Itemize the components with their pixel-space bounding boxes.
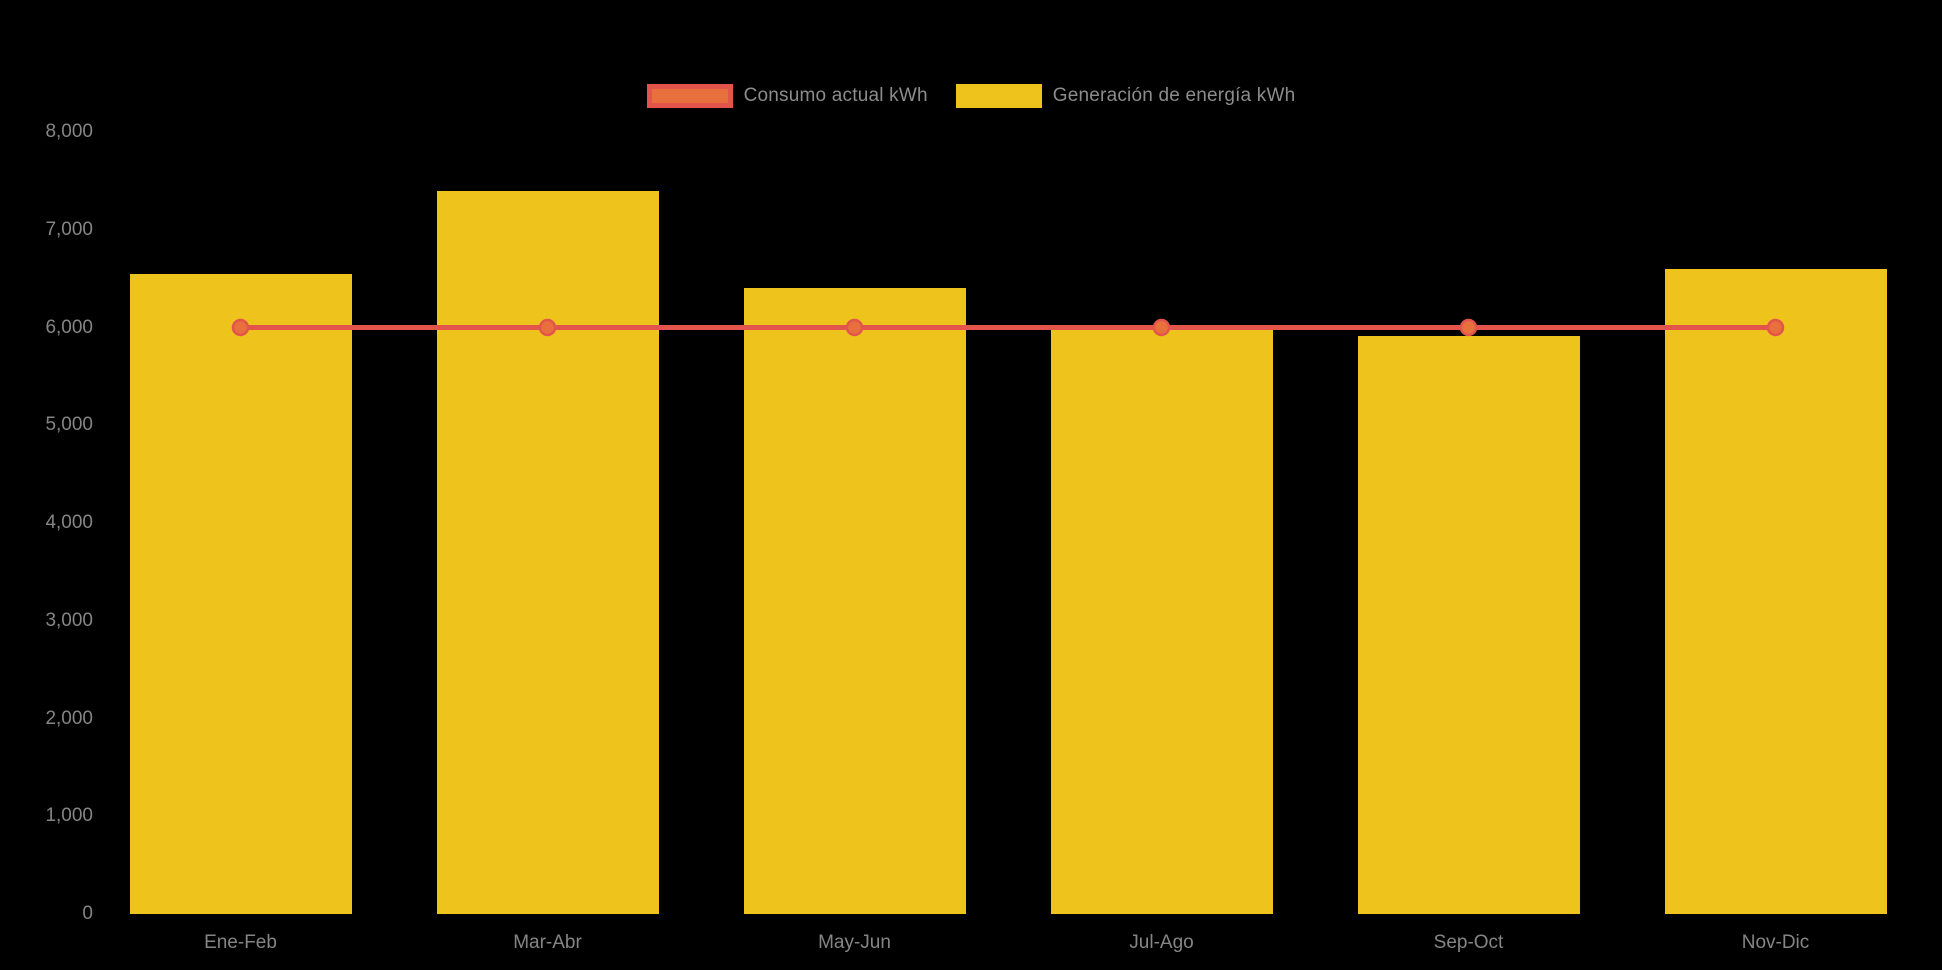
y-axis-tick-label: 1,000 [45, 805, 93, 827]
legend-label-generacion-energia: Generación de energía kWh [1052, 85, 1296, 106]
y-axis-tick-label: 7,000 [45, 218, 93, 240]
legend-label-consumo-actual: Consumo actual kWh [743, 85, 928, 106]
bar-Nov-Dic[interactable] [1664, 268, 1887, 914]
chart-legend: Consumo actual kWh Generación de energía… [0, 84, 1942, 108]
bar-May-Jun[interactable] [743, 288, 966, 914]
x-axis-label-Jul-Ago: Jul-Ago [1129, 932, 1194, 953]
bar-Ene-Feb[interactable] [129, 273, 352, 914]
line-marker-May-Jun[interactable] [845, 318, 864, 337]
x-axis-label-Ene-Feb: Ene-Feb [204, 932, 277, 953]
y-axis-tick-label: 4,000 [45, 512, 93, 533]
y-axis-tick-label: 0 [82, 903, 93, 924]
x-axis-label-Nov-Dic: Nov-Dic [1741, 932, 1810, 953]
y-axis-tick-label: 8,000 [45, 121, 93, 142]
line-marker-Mar-Abr[interactable] [538, 318, 557, 337]
line-series-legend-swatch [646, 84, 733, 108]
line-marker-Jul-Ago[interactable] [1152, 318, 1171, 337]
line-marker-Nov-Dic[interactable] [1766, 318, 1785, 337]
bar-Mar-Abr[interactable] [436, 190, 659, 914]
y-axis-tick-label: 2,000 [45, 707, 93, 729]
y-axis-tick-label: 3,000 [45, 609, 93, 631]
y-axis-tick-label: 5,000 [45, 414, 93, 436]
bar-Sep-Oct[interactable] [1357, 336, 1580, 914]
line-marker-Sep-Oct[interactable] [1459, 318, 1478, 337]
line-marker-Ene-Feb[interactable] [231, 318, 250, 337]
bar-series-legend-swatch [955, 84, 1042, 108]
legend-item-consumo-actual[interactable]: Consumo actual kWh [646, 84, 928, 108]
bar-Jul-Ago[interactable] [1050, 328, 1273, 914]
x-axis-label-Mar-Abr: Mar-Abr [513, 932, 582, 953]
y-axis-tick-label: 6,000 [45, 316, 93, 338]
legend-item-generacion-energia[interactable]: Generación de energía kWh [955, 84, 1296, 108]
x-axis-label-Sep-Oct: Sep-Oct [1433, 932, 1504, 953]
x-axis-label-May-Jun: May-Jun [818, 932, 891, 953]
